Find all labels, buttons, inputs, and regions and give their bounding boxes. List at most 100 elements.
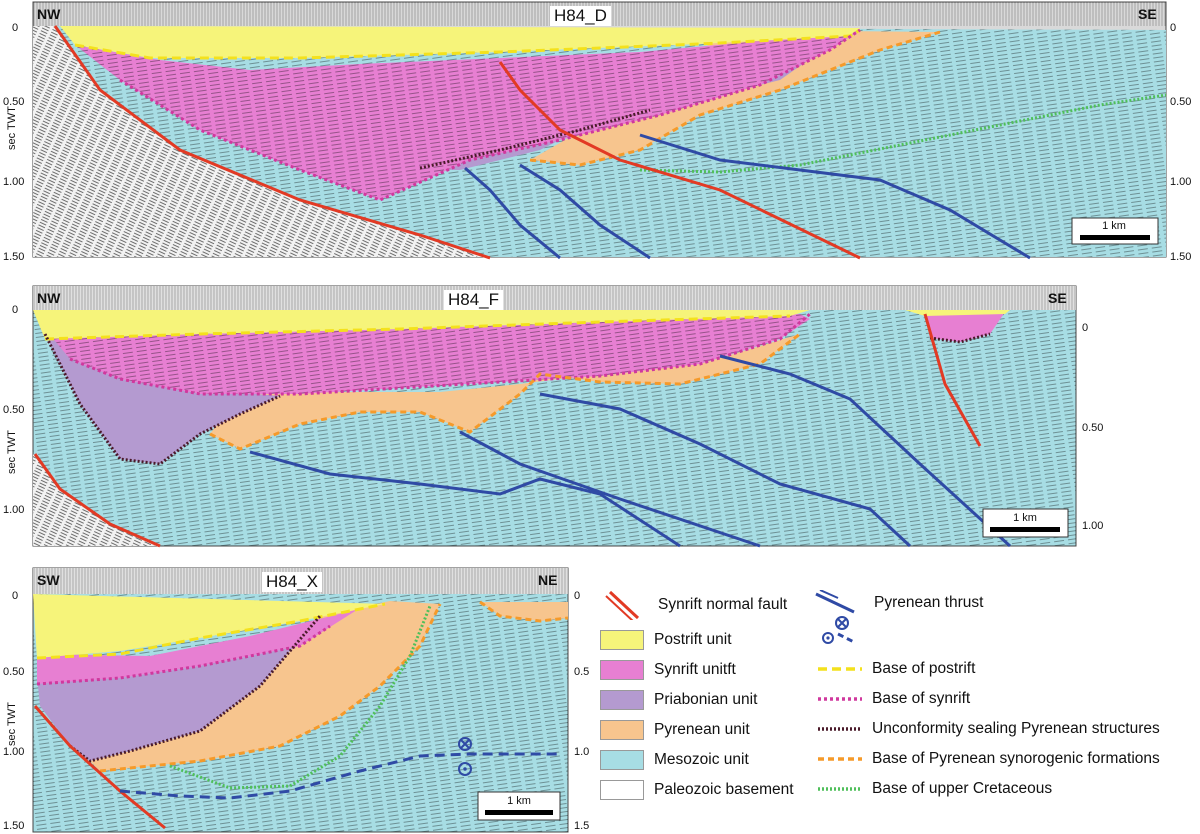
h84d-postrift: [60, 26, 860, 58]
h84x-right-tick: 1.5: [574, 820, 590, 832]
h84d-left-tick: 0: [12, 22, 19, 34]
h84d-left-tick: 0.50: [3, 96, 25, 108]
legend-line-label: Base of postrift: [872, 660, 976, 677]
pyrenean-swatch: [600, 720, 644, 740]
h84x-left-tick: 1.50: [3, 820, 25, 832]
h84f-base-synrift: [69, 312, 811, 396]
h84d-unconformity: [419, 108, 651, 170]
h84x-scale-bar: [485, 810, 553, 815]
legend-unit-label: Pyrenean unit: [654, 721, 750, 738]
h84f-fault-2: [923, 313, 982, 447]
h84f-right-tick: 0: [1082, 322, 1089, 334]
h84x-axis-label: sec TWT: [6, 702, 18, 746]
h84d-thrust-2: [519, 163, 651, 260]
section-h84-x-graphic: [32, 567, 569, 833]
h84f-left-direction: NW: [37, 290, 61, 306]
h84d-right-tick: 0: [1170, 22, 1177, 34]
legend-line-postrift: Base of postrift: [818, 660, 975, 678]
h84x-postrift: [33, 594, 385, 658]
section-h84-f-graphic: [32, 285, 1077, 548]
h84x-priabonian: [37, 616, 330, 761]
legend-unit-label: Mesozoic unit: [654, 751, 749, 768]
h84x-base-cretaceous: [169, 605, 432, 790]
legend-line-label: Base of upper Cretaceous: [872, 780, 1053, 797]
h84x-right-tick: 0.5: [574, 666, 590, 678]
h84d-pyrenean: [530, 30, 940, 165]
h84x-pyrenean-top: [480, 602, 568, 621]
legend-unit-paleozoic: Paleozoic basement: [600, 780, 794, 800]
legend-unit-label: Postrift unit: [654, 631, 732, 648]
h84f-base-postrift: [44, 314, 791, 341]
legend-line-label: Base of synrift: [872, 690, 971, 707]
h84x-synrift: [37, 604, 380, 684]
h84f-scale-label: 1 km: [1013, 512, 1037, 524]
h84f-postrift: [33, 310, 810, 339]
h84d-thrust-1: [464, 166, 561, 260]
h84f-pyrenean: [210, 334, 800, 449]
h84x-fault: [33, 705, 166, 830]
legend-fault-label: Synrift normal fault: [658, 596, 788, 613]
h84f-right-direction: SE: [1048, 290, 1067, 306]
legend-unit-postrift: Postrift unit: [600, 630, 732, 650]
legend-line-unconformity: Unconformity sealing Pyrenean structures: [818, 720, 1160, 738]
paleozoic-swatch: [600, 780, 644, 800]
h84f-right-tick: 0.50: [1082, 422, 1104, 434]
h84x-base-pyrenean: [99, 603, 442, 773]
section-h84-x: SW NE H84_X 1 km sec TWT 0 0.50 1.00 1.5…: [0, 566, 600, 834]
dashed-yellow-line-icon: [818, 667, 862, 671]
h84x-left-tick: 0.50: [3, 666, 25, 678]
legend-line-cretaceous: Base of upper Cretaceous: [818, 780, 1052, 798]
h84x-base-synrift: [36, 624, 331, 686]
h84d-axis-label: sec TWT: [6, 106, 18, 150]
h84f-thrust-2: [459, 430, 761, 548]
h84x-right-tick: 1.0: [574, 746, 590, 758]
legend-line-synrift: Base of synrift: [818, 690, 970, 708]
h84f-left-tick: 0: [12, 304, 19, 316]
h84d-right-tick: 1.00: [1170, 176, 1192, 188]
priabonian-swatch: [600, 690, 644, 710]
legend-fault: Synrift normal fault: [604, 590, 787, 620]
h84f-thrust-3: [539, 392, 912, 548]
mesozoic-swatch: [600, 750, 644, 770]
h84f-axis-label: sec TWT: [6, 430, 18, 474]
legend-line-label: Unconformity sealing Pyrenean structures: [872, 720, 1160, 737]
legend-line-label: Base of Pyrenean synorogenic formations: [872, 750, 1160, 767]
legend-line-pyrenean: Base of Pyrenean synorogenic formations: [818, 750, 1160, 768]
dotted-magenta-line-icon: [818, 697, 862, 701]
dotted-green-line-icon: [818, 787, 862, 791]
thrust-symbol-icon: [815, 590, 855, 644]
h84d-fault-1: [53, 25, 491, 260]
h84d-right-tick: 0.50: [1170, 96, 1192, 108]
h84d-base-synrift: [119, 28, 861, 202]
legend-unit-label: Priabonian unit: [654, 691, 758, 708]
h84d-left-tick: 1.00: [3, 176, 25, 188]
postrift-swatch: [600, 630, 644, 650]
h84x-title: H84_X: [262, 572, 322, 592]
h84f-fault-1: [33, 453, 161, 548]
h84f-postrift-se: [905, 310, 1010, 316]
h84d-title: H84_D: [550, 6, 611, 26]
h84f-left-tick: 1.00: [3, 504, 25, 516]
synrift-swatch: [600, 660, 644, 680]
h84f-base-pyrenean: [209, 332, 801, 451]
h84f-unconformity: [43, 333, 281, 466]
h84x-thrust: [119, 752, 560, 800]
h84x-left-tick: 0: [12, 590, 19, 602]
h84x-left-direction: SW: [37, 572, 60, 588]
dotted-dark-line-icon: [818, 727, 862, 731]
legend-unit-pyrenean: Pyrenean unit: [600, 720, 750, 740]
h84d-right-tick: 1.50: [1170, 251, 1192, 263]
h84x-right-tick: 0: [574, 590, 581, 602]
h84x-out-symbol: [458, 762, 472, 776]
section-h84-d-graphic: [32, 1, 1167, 260]
dashed-orange-line-icon: [818, 757, 862, 761]
h84x-into-symbol: [458, 737, 472, 751]
h84x-base-postrift: [36, 602, 386, 660]
h84x-unconformity: [69, 615, 322, 763]
legend-unit-synrift: Synrift unitft: [600, 660, 736, 680]
legend-unit-mesozoic: Mesozoic unit: [600, 750, 749, 770]
section-h84-d: NW SE H84_D 1 km sec TWT 0 0.50 1.00 1.5…: [0, 0, 1200, 263]
h84f-right-tick: 1.00: [1082, 520, 1104, 532]
h84d-thrust-3: [639, 133, 1031, 260]
legend: Synrift normal fault Pyrenean thrust Pos…: [600, 580, 1200, 830]
